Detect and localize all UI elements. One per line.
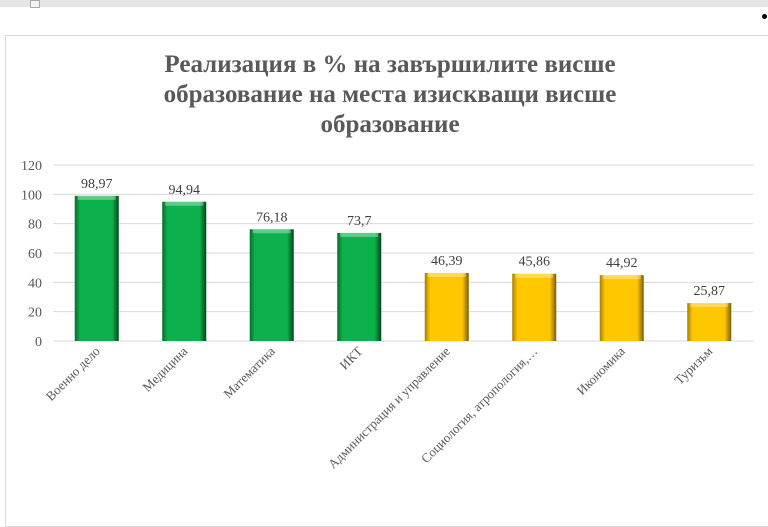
x-tick-label: Медицина (139, 343, 190, 394)
bar (337, 232, 382, 341)
x-tick-label: Икономика (574, 343, 628, 397)
bar-highlight (165, 201, 204, 206)
data-label: 45,86 (519, 255, 551, 270)
x-tick-label: ИКТ (336, 343, 365, 372)
bar (512, 273, 557, 341)
bar-highlight (77, 195, 116, 200)
chart-title: Реализация в % на завършилите висше обра… (163, 51, 617, 138)
bar-highlight (690, 303, 729, 308)
ruler-bar (0, 0, 768, 7)
x-tick-label: Математика (220, 343, 278, 401)
bar-chart: 0 20 40 60 80 100 120 98,97 Военно дело 94,94 Меди… (21, 159, 753, 471)
y-tick-label: 120 (21, 159, 42, 174)
bar (249, 229, 294, 341)
x-tick-label: Туризъм (671, 344, 715, 388)
y-tick-label: 20 (28, 306, 42, 321)
bar-highlight (340, 232, 379, 237)
data-label: 98,97 (81, 177, 113, 192)
bar (599, 275, 644, 341)
y-tick-label: 60 (28, 247, 42, 262)
bar-highlight (252, 229, 291, 234)
data-label: 73,7 (347, 214, 372, 229)
bar-highlight (602, 275, 641, 280)
x-tick-label: Военно дело (43, 344, 103, 404)
y-tick-label: 80 (28, 218, 42, 233)
y-tick-label: 0 (35, 335, 42, 350)
y-tick-label: 100 (21, 188, 42, 203)
bar-highlight (515, 273, 554, 278)
data-label: 46,39 (431, 254, 463, 269)
bullet-mark (762, 14, 767, 19)
data-label: 25,87 (694, 284, 726, 299)
bar-highlight (427, 272, 466, 277)
bar (687, 303, 732, 341)
y-tick-label: 40 (28, 276, 42, 291)
data-label: 44,92 (606, 256, 638, 271)
bar (162, 201, 207, 341)
bar (424, 272, 469, 341)
data-label: 94,94 (169, 183, 201, 198)
resize-handle[interactable] (30, 0, 40, 8)
bar (74, 195, 119, 341)
data-label: 76,18 (256, 210, 288, 225)
